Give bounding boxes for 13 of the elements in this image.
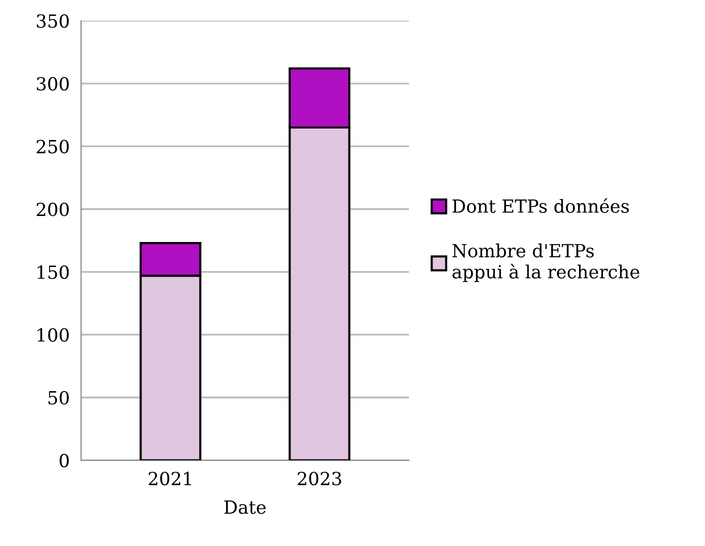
x-tick-label: 2021	[148, 472, 191, 486]
y-tick-label: 350	[36, 14, 69, 28]
legend-label: Nombre d'ETPs appui à la recherche	[452, 244, 640, 282]
y-tick-label: 100	[38, 328, 69, 342]
x-tick-label: 2023	[298, 472, 342, 486]
legend-label: Dont ETPs données	[452, 198, 629, 213]
y-tick-label: 0	[60, 454, 69, 468]
y-tick-label: 150	[38, 265, 69, 280]
y-tick-label: 50	[48, 390, 69, 405]
y-tick-label: 250	[36, 140, 69, 154]
y-tick-label: 300	[36, 76, 69, 91]
x-axis-title: Date	[224, 500, 266, 514]
y-tick-label: 200	[36, 202, 69, 216]
